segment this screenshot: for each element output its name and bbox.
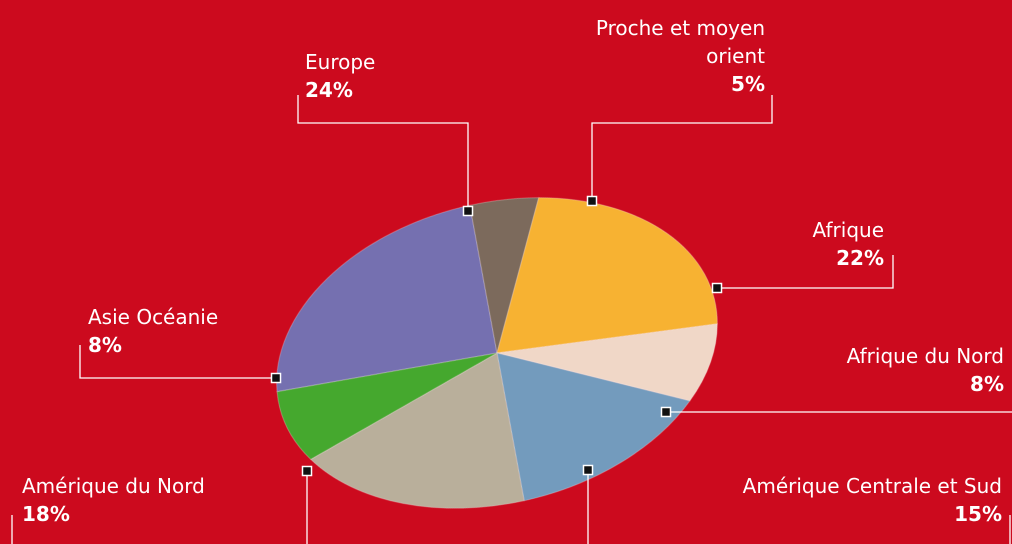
leader-marker [462,205,474,217]
category-name: Europe [305,50,376,74]
leader-marker [582,464,594,476]
pie-slice [245,205,507,407]
category-name: Afrique du Nord [846,344,1004,368]
pie-slice [463,162,720,377]
leader-marker [660,406,672,418]
pie [243,153,750,544]
category-name: Proche et moyen orient [595,16,765,68]
slice-label: Afrique du Nord 8% [704,342,1004,398]
slice-label: Amérique Centrale et Sud 15% [602,472,1002,528]
leader-line [297,95,469,211]
slice-label: Asie Océanie 8% [88,303,288,359]
pie-slice [297,353,534,544]
value-label: 15% [954,502,1002,526]
leader-marker [586,195,598,207]
pie-slice [497,300,734,444]
category-name: Amérique Centrale et Sud [742,474,1002,498]
value-label: 18% [22,502,70,526]
slice-label: Europe 24% [305,48,505,104]
leader-line [79,345,276,379]
value-label: 8% [88,333,122,357]
category-name: Afrique [812,218,884,242]
leader-line [591,95,773,201]
category-name: Amérique du Nord [22,474,205,498]
value-label: 5% [731,72,765,96]
slice-label: Amérique du Nord 18% [22,472,322,528]
value-label: 8% [970,372,1004,396]
value-label: 24% [305,78,353,102]
value-label: 22% [836,246,884,270]
slice-label: Proche et moyen orient 5% [585,14,765,98]
slice-label: Afrique 22% [684,216,884,272]
leader-marker [711,282,723,294]
pie-slice [276,338,511,464]
category-name: Asie Océanie [88,305,219,329]
leader-marker [301,465,313,477]
leader-line [717,255,894,289]
leader-marker [270,372,282,384]
